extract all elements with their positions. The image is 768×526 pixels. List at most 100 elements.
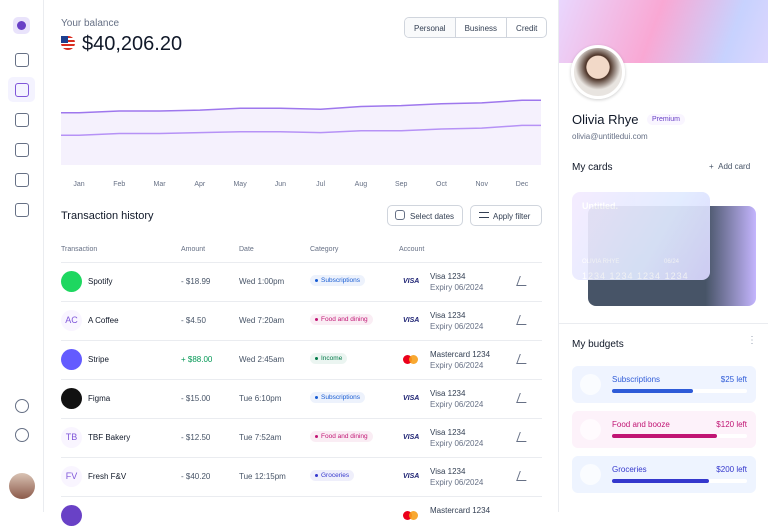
initials-avatar: TB bbox=[61, 427, 82, 448]
card-expiry: 06/24 bbox=[664, 259, 680, 265]
mc-logo bbox=[403, 355, 412, 364]
budget[interactable]: Groceries $200 left bbox=[572, 456, 756, 493]
column-header: Category bbox=[310, 246, 339, 253]
category: Food and dining bbox=[321, 433, 368, 440]
budget[interactable]: Subscriptions $25 left bbox=[572, 366, 756, 403]
expiry: Expiry 06/2024 bbox=[430, 439, 484, 448]
amount: - $12.50 bbox=[181, 433, 211, 442]
x-tick-label: Jan bbox=[73, 181, 84, 188]
budget-left: $120 left bbox=[716, 420, 747, 429]
edit[interactable] bbox=[516, 354, 530, 364]
category: Food and dining bbox=[321, 316, 368, 323]
rule bbox=[61, 379, 542, 380]
nav-active[interactable] bbox=[8, 77, 35, 102]
dot bbox=[315, 279, 318, 282]
menu-dots[interactable]: ⋮ bbox=[747, 335, 757, 346]
budget-name: Groceries bbox=[612, 465, 647, 474]
apply-filter-label: Apply filter bbox=[493, 212, 531, 221]
account: Visa 1234 bbox=[430, 467, 466, 476]
progress-track bbox=[612, 479, 747, 483]
card-brand: VISA bbox=[403, 395, 420, 402]
category-badge: Subscriptions bbox=[310, 275, 366, 286]
cards-title: My cards bbox=[572, 162, 613, 173]
select-dates[interactable]: Select dates bbox=[387, 205, 463, 226]
users-icon[interactable] bbox=[15, 203, 29, 217]
budget-name: Food and booze bbox=[612, 420, 670, 429]
settings-icon[interactable] bbox=[15, 428, 29, 442]
account: Visa 1234 bbox=[430, 311, 466, 320]
balance-amount: $40,206.20 bbox=[82, 33, 183, 55]
rule bbox=[61, 301, 542, 302]
category-badge: Income bbox=[310, 353, 348, 364]
progress bbox=[612, 479, 710, 483]
column-header: Date bbox=[239, 246, 254, 253]
layers-icon[interactable] bbox=[15, 113, 29, 127]
add-card-label: Add card bbox=[718, 162, 751, 171]
logo bbox=[61, 505, 82, 526]
category: Income bbox=[321, 355, 343, 362]
flag-icon[interactable] bbox=[15, 173, 29, 187]
rule bbox=[61, 418, 542, 419]
tabs: Personal Business Credit bbox=[404, 17, 548, 38]
x-tick-label: Jun bbox=[275, 181, 286, 188]
category: Subscriptions bbox=[321, 277, 361, 284]
budget-name: Subscriptions bbox=[612, 375, 661, 384]
select-dates-label: Select dates bbox=[410, 212, 455, 221]
rule bbox=[61, 457, 542, 458]
rule bbox=[61, 496, 542, 497]
account: Mastercard 1234 bbox=[430, 506, 491, 515]
chart-icon[interactable] bbox=[15, 83, 29, 97]
card-front[interactable]: Untitled. OLIVIA RHYE 06/24 1234 1234 12… bbox=[572, 192, 710, 281]
budget-icon bbox=[580, 374, 601, 395]
rule bbox=[61, 340, 542, 341]
category-badge: Groceries bbox=[310, 470, 355, 481]
amount: - $15.00 bbox=[181, 394, 211, 403]
account: Visa 1234 bbox=[430, 272, 466, 281]
sidebar bbox=[0, 0, 44, 512]
expiry: Expiry 06/2024 bbox=[430, 361, 484, 370]
tab[interactable]: Personal bbox=[405, 18, 455, 37]
line bbox=[61, 99, 541, 114]
merchant: TBF Bakery bbox=[88, 433, 131, 442]
category-badge: Food and dining bbox=[310, 431, 373, 442]
edit[interactable] bbox=[516, 471, 530, 481]
apply-filter[interactable]: Apply filter bbox=[470, 205, 542, 226]
budget-icon bbox=[580, 419, 601, 440]
amount: + $88.00 bbox=[181, 355, 213, 364]
tab[interactable]: Credit bbox=[506, 18, 546, 37]
x-tick-label: Feb bbox=[113, 181, 125, 188]
tab[interactable]: Business bbox=[454, 18, 506, 37]
transactions-title: Transaction history bbox=[61, 210, 154, 222]
mc-logo bbox=[409, 511, 418, 520]
budget[interactable]: Food and booze $120 left bbox=[572, 411, 756, 448]
x-tick-label: Sep bbox=[395, 181, 408, 188]
account: Visa 1234 bbox=[430, 428, 466, 437]
balance-label: Your balance bbox=[61, 18, 120, 29]
amount: - $18.99 bbox=[181, 277, 211, 286]
merchant: A Coffee bbox=[88, 316, 119, 325]
logo bbox=[61, 388, 82, 409]
support-icon[interactable] bbox=[15, 399, 29, 413]
edit[interactable] bbox=[516, 315, 530, 325]
home-icon[interactable] bbox=[15, 53, 29, 67]
card-brand: VISA bbox=[403, 434, 420, 441]
date: Tue 12:15pm bbox=[239, 472, 286, 481]
column-header: Transaction bbox=[61, 246, 98, 253]
date: Wed 7:20am bbox=[239, 316, 285, 325]
line bbox=[61, 124, 541, 137]
tasks-icon[interactable] bbox=[15, 143, 29, 157]
date: Wed 2:45am bbox=[239, 355, 285, 364]
date: Tue 6:10pm bbox=[239, 394, 282, 403]
avatar[interactable] bbox=[9, 473, 35, 499]
column-header: Account bbox=[399, 246, 425, 253]
add-card[interactable]: + Add card bbox=[709, 162, 751, 171]
progress bbox=[612, 434, 718, 438]
edit[interactable] bbox=[516, 276, 530, 286]
edit[interactable] bbox=[516, 432, 530, 442]
x-tick-label: Oct bbox=[436, 181, 447, 188]
x-tick-label: Dec bbox=[516, 181, 529, 188]
dot bbox=[315, 318, 318, 321]
budget-left: $25 left bbox=[720, 375, 747, 384]
x-tick-label: Aug bbox=[355, 181, 368, 188]
edit[interactable] bbox=[516, 393, 530, 403]
